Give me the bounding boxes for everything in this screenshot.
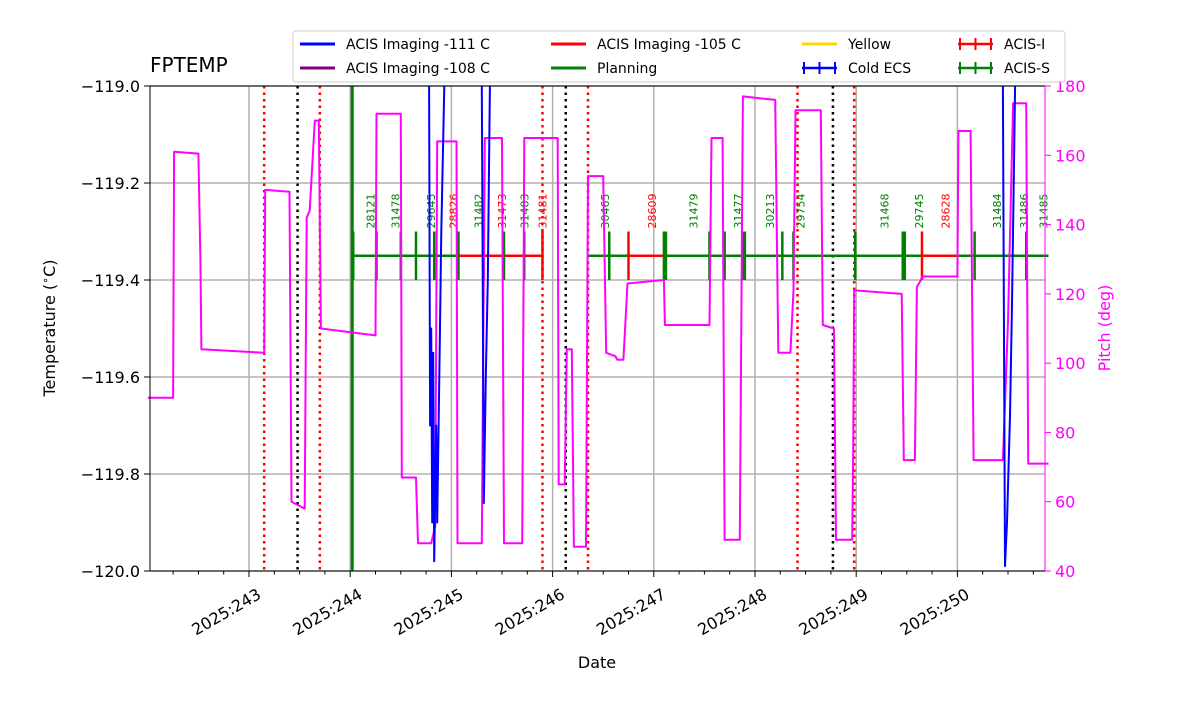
legend-label: ACIS Imaging -108 C [346, 61, 490, 77]
legend-label: Yellow [847, 37, 891, 53]
x-tick-label: 2025:247 [593, 584, 669, 639]
obsid-label: 31485 [1037, 194, 1050, 229]
y2-axis-label: Pitch (deg) [1095, 285, 1114, 372]
y2-tick-label: 60 [1055, 493, 1075, 512]
legend-label: ACIS-I [1004, 37, 1045, 53]
obsid-label: 29645 [425, 194, 438, 229]
y-axis-label-superscript: ∘ [39, 277, 52, 284]
obsid-label: 28628 [939, 194, 952, 229]
x-tick-label: 2025:246 [492, 584, 568, 639]
legend-label: Planning [597, 61, 657, 77]
obsid-label: 31468 [879, 194, 892, 229]
plot-frame [149, 85, 1046, 572]
y-axis-label-suffix: C) [40, 260, 59, 277]
obsid-label: 31478 [390, 194, 403, 229]
y-tick-label: −119.6 [81, 368, 140, 387]
obsid-label: 28121 [364, 194, 377, 229]
legend-label: ACIS Imaging -111 C [346, 37, 490, 53]
chart-title: FPTEMP [150, 53, 228, 77]
x-axis-label: Date [578, 653, 616, 672]
x-tick-label: 2025:249 [796, 584, 872, 639]
y2-tick-label: 40 [1055, 562, 1075, 581]
obsid-labels: 28121 31478 29645 28826 31482 31473 31483 31481… [364, 194, 1050, 229]
legend-box [292, 30, 1066, 83]
legend-label: ACIS Imaging -105 C [597, 37, 741, 53]
temperature-line [480, 85, 491, 505]
obsid-label: 30465 [599, 194, 612, 229]
y2-tick-label: 160 [1055, 146, 1086, 165]
temperature-line [428, 85, 446, 563]
obsid-label: 31486 [1018, 194, 1031, 229]
x-tick-label: 2025:245 [391, 584, 467, 639]
y2-tick-label: 120 [1055, 285, 1086, 304]
grid-lines [150, 85, 1045, 572]
obsid-label: 29754 [795, 194, 808, 229]
obsid-label: 28826 [447, 194, 460, 229]
obsid-label: 31484 [991, 194, 1004, 229]
y-tick-label: −119.4 [81, 271, 140, 290]
x-tick-label: 2025:243 [188, 584, 264, 639]
y2-tick-label: 140 [1055, 216, 1086, 235]
y2-tick-label: 80 [1055, 423, 1075, 442]
obsid-label: 31479 [687, 194, 700, 229]
y-tick-label: −119.0 [81, 77, 140, 96]
y-tick-label: −119.8 [81, 465, 140, 484]
x-tick-label: 2025:250 [897, 584, 973, 639]
y-axis-label: Temperature (∘C) [39, 260, 60, 398]
data-series [147, 85, 1049, 568]
temperature-line [1001, 85, 1017, 568]
y-axis-label-prefix: Temperature ( [40, 284, 59, 398]
x-tick-label: 2025:248 [694, 584, 770, 639]
legend: ACIS Imaging -111 C ACIS Imaging -105 C Ye… [292, 30, 1066, 83]
obsid-label: 31481 [536, 194, 549, 229]
y-tick-label: −120.0 [81, 562, 140, 581]
obsid-label: 30213 [764, 194, 777, 229]
y-tick-label: −119.2 [81, 174, 140, 193]
legend-label: ACIS-S [1004, 61, 1050, 77]
pitch-line [147, 95, 1049, 548]
legend-label: Cold ECS [848, 61, 911, 77]
obsid-label: 29745 [913, 194, 926, 229]
x-axis: 2025:243 2025:244 2025:245 2025:246 2025:247… [172, 571, 1034, 639]
obsid-label: 28609 [646, 194, 659, 229]
y-axis-left: −120.0 −119.8 −119.6 −119.4 −119.2 −119.0 [81, 77, 150, 581]
y2-tick-label: 100 [1055, 354, 1086, 373]
x-tick-label: 2025:244 [290, 584, 366, 639]
